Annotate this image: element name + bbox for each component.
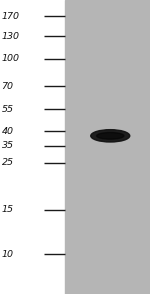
Bar (0, 0, 65, 294)
Text: 10: 10 (2, 250, 14, 258)
Bar (65, 0, 150, 294)
Text: 100: 100 (2, 54, 20, 63)
Text: 170: 170 (2, 12, 20, 21)
Ellipse shape (97, 132, 124, 139)
Text: 55: 55 (2, 105, 14, 114)
Text: 25: 25 (2, 158, 14, 167)
Text: 15: 15 (2, 206, 14, 214)
Text: 35: 35 (2, 141, 14, 150)
Text: 70: 70 (2, 82, 14, 91)
Text: 130: 130 (2, 32, 20, 41)
Ellipse shape (91, 130, 130, 142)
Text: 40: 40 (2, 127, 14, 136)
